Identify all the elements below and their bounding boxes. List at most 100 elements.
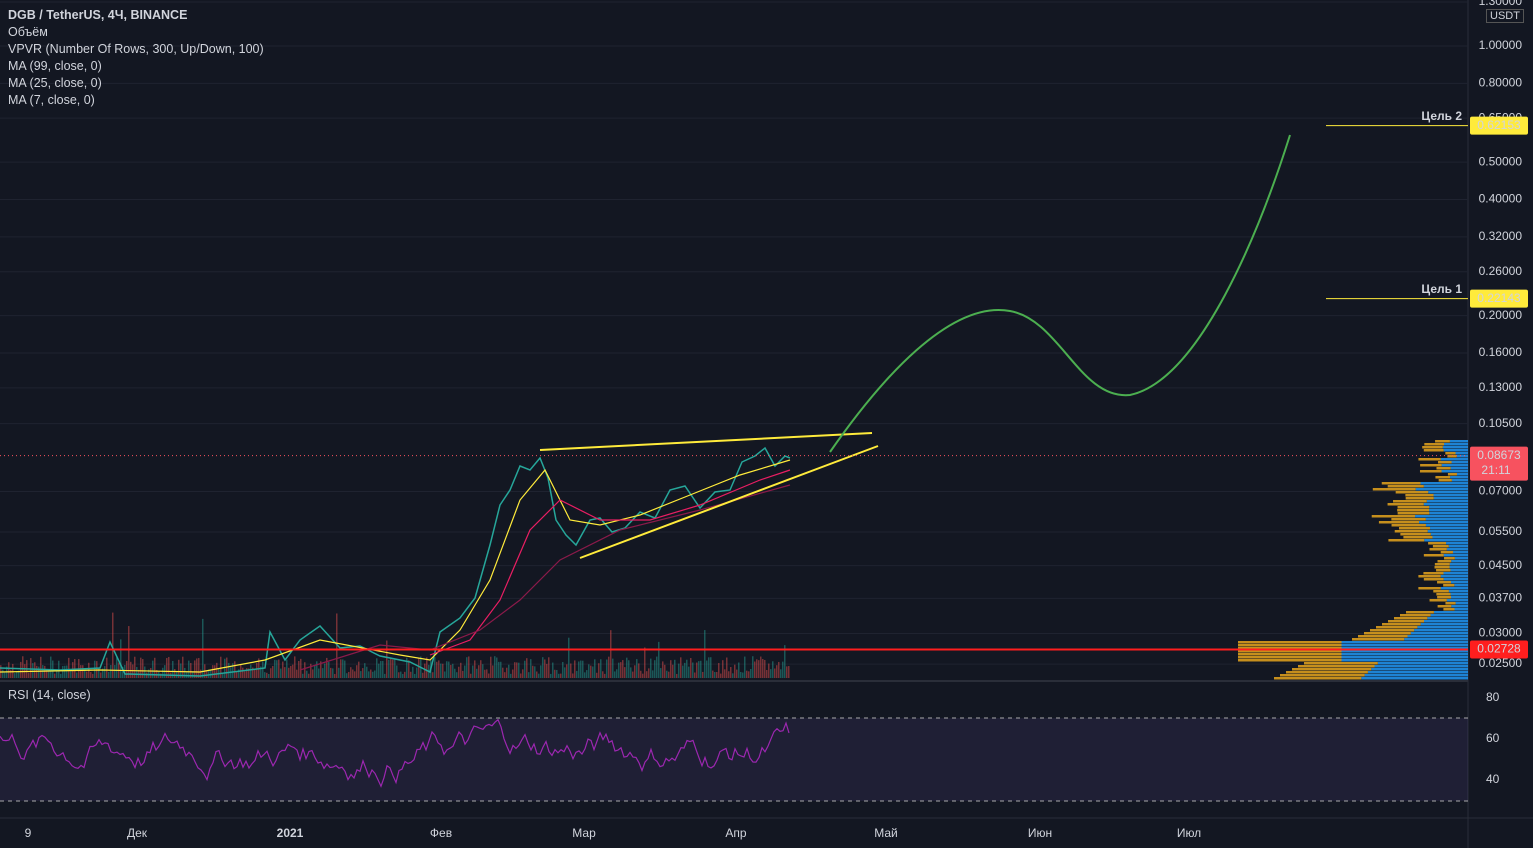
volume-bar <box>18 670 20 678</box>
rsi-label: 60 <box>1486 731 1500 745</box>
volume-bar <box>748 671 750 678</box>
vp-up <box>1404 638 1468 641</box>
vp-up <box>1433 494 1468 497</box>
vp-down <box>1418 575 1441 578</box>
volume-bar <box>208 669 210 678</box>
volume-bar <box>366 666 368 678</box>
wedge-upper <box>539 432 873 451</box>
vp-up <box>1377 662 1468 665</box>
volume-bar <box>620 662 622 678</box>
volume-bar <box>462 670 464 678</box>
volume-bar <box>180 663 182 678</box>
volume-bar <box>112 612 114 678</box>
vp-down <box>1405 497 1434 500</box>
vp-up <box>1451 479 1468 482</box>
volume-bar <box>82 665 84 678</box>
volume-bar <box>94 660 96 678</box>
price-label: 0.80000 <box>1479 76 1523 90</box>
volume-bar <box>330 667 332 678</box>
volume-bar <box>384 673 386 678</box>
volume-bar <box>680 657 682 678</box>
vp-down <box>1394 617 1428 620</box>
volume-bar <box>188 660 190 678</box>
volume-bar <box>678 663 680 678</box>
vp-down <box>1394 530 1428 533</box>
volume-bar <box>220 656 222 678</box>
volume-bar <box>610 630 612 678</box>
price-label: 0.03700 <box>1479 591 1523 605</box>
volume-bar <box>346 673 348 678</box>
volume-bar <box>120 639 122 678</box>
volume-bar <box>198 658 200 678</box>
volume-bar <box>290 665 292 678</box>
price-label: 1.30000 <box>1479 0 1523 8</box>
volume-bar <box>686 659 688 678</box>
volume-bar <box>516 662 518 678</box>
volume-bar <box>484 669 486 678</box>
volume-bar <box>262 661 264 678</box>
volume-bar <box>772 661 774 678</box>
volume-bar <box>402 673 404 678</box>
volume-bar <box>288 667 290 678</box>
volume-bar <box>12 663 14 678</box>
volume-bar <box>284 667 286 678</box>
volume-bar <box>682 665 684 678</box>
volume-bar <box>476 668 478 678</box>
volume-bar <box>656 656 658 678</box>
volume-bar <box>554 669 556 678</box>
volume-bar <box>690 658 692 678</box>
vp-up <box>1451 596 1468 599</box>
volume-bar <box>328 661 330 678</box>
time-label: Май <box>874 826 898 840</box>
volume-bar <box>664 664 666 678</box>
volume-bar <box>90 672 92 678</box>
time-label: 2021 <box>276 826 304 840</box>
volume-bar <box>202 618 204 678</box>
volume-bar <box>488 673 490 678</box>
price-label: 0.03000 <box>1479 626 1523 640</box>
volume-bar <box>294 656 296 678</box>
volume-bar <box>548 657 550 678</box>
volume-bar <box>600 659 602 678</box>
vp-down <box>1435 476 1451 479</box>
target-label: Цель 2 <box>1421 109 1462 123</box>
vp-up <box>1446 599 1468 602</box>
volume-bar <box>296 669 298 678</box>
vp-up <box>1443 449 1468 452</box>
vp-up <box>1420 482 1468 485</box>
volume-bar <box>70 671 72 678</box>
volume-bar <box>564 667 566 678</box>
volume-bar <box>338 667 340 678</box>
volume-bar <box>738 662 740 678</box>
vp-down <box>1391 518 1426 521</box>
vp-up <box>1341 647 1468 650</box>
volume-bar <box>642 673 644 678</box>
volume-bar <box>518 662 520 678</box>
vp-up <box>1440 575 1468 578</box>
volume-bar <box>696 662 698 678</box>
volume-bar <box>492 665 494 678</box>
vp-up <box>1441 470 1468 473</box>
vp-down <box>1423 572 1444 575</box>
volume-bar <box>156 669 158 678</box>
vp-up <box>1423 485 1468 488</box>
volume-bar <box>566 664 568 678</box>
vp-down <box>1418 458 1441 461</box>
volume-bar <box>388 659 390 678</box>
price-label: 0.04500 <box>1479 558 1523 572</box>
volume-bar <box>264 672 266 678</box>
volume-bar <box>248 668 250 678</box>
vp-down <box>1424 443 1444 446</box>
vp-up <box>1425 518 1468 521</box>
volume-bar <box>162 667 164 678</box>
vp-up <box>1427 617 1468 620</box>
vp-up <box>1450 581 1468 584</box>
volume-bar <box>544 659 546 678</box>
volume-bar <box>56 670 58 678</box>
volume-bar <box>702 671 704 678</box>
volume-bar <box>114 665 116 678</box>
vp-up <box>1456 473 1468 476</box>
volume-bar <box>496 657 498 678</box>
volume-bar <box>100 672 102 678</box>
vp-up <box>1364 674 1468 677</box>
